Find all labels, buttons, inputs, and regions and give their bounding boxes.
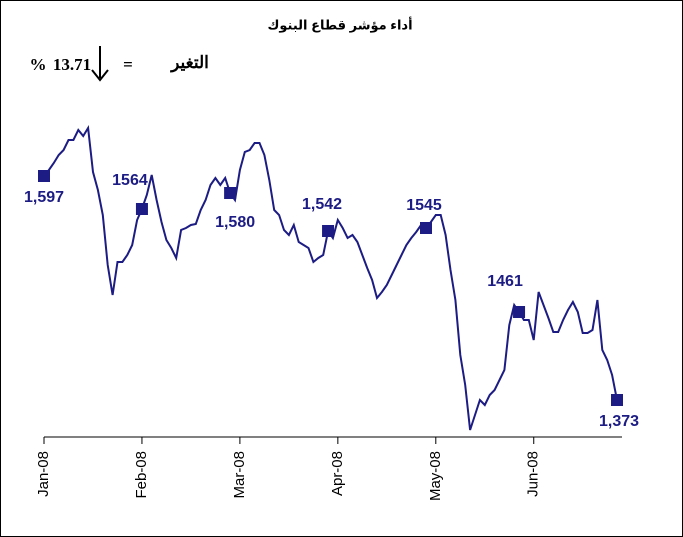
marker xyxy=(420,222,432,234)
marker xyxy=(513,306,526,318)
chart-title: أداء مؤشر قطاع البنوك xyxy=(267,16,412,32)
data-label: 1461 xyxy=(487,273,523,290)
x-tick-label: Apr-08 xyxy=(329,451,346,496)
marker xyxy=(611,394,623,406)
data-label: 1,373 xyxy=(599,413,639,430)
down-arrow xyxy=(91,46,109,82)
data-label: 1564 xyxy=(112,172,148,189)
change-label: التغير xyxy=(169,53,209,73)
data-label: 1,580 xyxy=(215,214,255,231)
marker xyxy=(322,225,335,237)
x-tick-label: Jan-08 xyxy=(35,451,52,497)
change-value: 13.71 xyxy=(53,55,91,74)
x-tick-label: Mar-08 xyxy=(231,451,248,499)
data-label: 1,597 xyxy=(24,189,64,206)
change-unit: % xyxy=(30,55,47,74)
data-label: 1545 xyxy=(406,197,442,214)
x-tick-label: May-08 xyxy=(427,451,444,501)
marker xyxy=(224,187,237,199)
data-label: 1,542 xyxy=(302,196,342,213)
marker xyxy=(38,170,50,182)
change-sign: = xyxy=(123,55,133,74)
marker xyxy=(135,203,148,215)
x-tick-label: Feb-08 xyxy=(133,451,150,499)
x-tick-label: Jun-08 xyxy=(525,451,542,497)
